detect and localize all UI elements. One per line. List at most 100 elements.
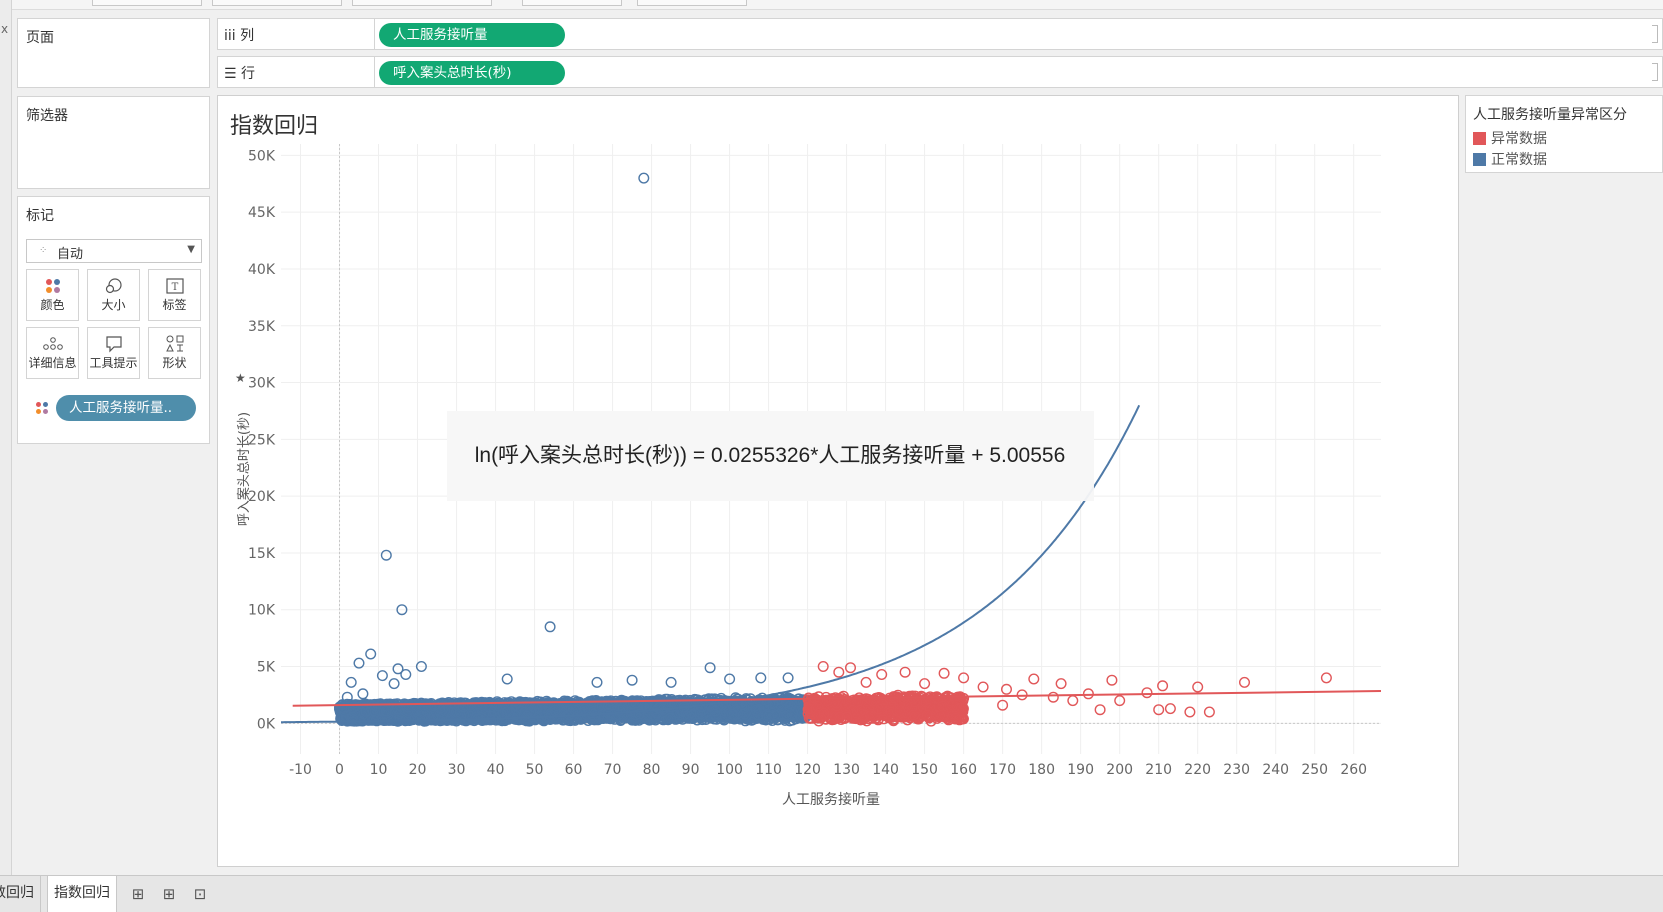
y-tick-label: 0K: [257, 716, 276, 732]
y-tick-label: 15K: [248, 546, 276, 562]
detail-button[interactable]: 详细信息: [26, 327, 79, 379]
x-tick-label: 120: [794, 762, 821, 778]
y-tick-label: 25K: [248, 432, 276, 448]
data-point[interactable]: [345, 676, 357, 688]
columns-pill[interactable]: 人工服务接听量: [379, 23, 565, 47]
x-tick-label: 160: [950, 762, 977, 778]
x-tick-label: 240: [1262, 762, 1289, 778]
x-tick-label: 100: [716, 762, 743, 778]
side-strip: x: [0, 0, 12, 875]
shelf-scroll-handle[interactable]: [1652, 63, 1658, 81]
list-icon: ☰: [224, 66, 237, 82]
detail-button-label: 详细信息: [28, 356, 77, 370]
data-point[interactable]: [591, 676, 603, 688]
data-point[interactable]: [376, 670, 388, 682]
data-point[interactable]: [665, 676, 677, 688]
shape-icon: [149, 328, 200, 354]
filters-card[interactable]: 筛选器: [17, 96, 210, 189]
label-button[interactable]: T 标签: [148, 269, 201, 321]
auto-mark-icon: ⁘: [39, 245, 48, 256]
shelf-scroll-handle[interactable]: [1652, 25, 1658, 43]
x-tick-label: 230: [1223, 762, 1250, 778]
toolbar-dropdown[interactable]: [522, 0, 622, 6]
data-point[interactable]: [638, 172, 650, 184]
rows-pill[interactable]: 呼入案头总时长(秒): [379, 61, 565, 85]
pages-card[interactable]: 页面: [17, 18, 210, 88]
x-tick-label: 130: [833, 762, 860, 778]
y-tick-label: 35K: [248, 319, 276, 335]
shape-button[interactable]: 形状: [148, 327, 201, 379]
toolbar-button[interactable]: [92, 0, 202, 6]
x-tick-label: 0: [335, 762, 344, 778]
shape-button-label: 形状: [162, 356, 187, 370]
size-button[interactable]: 大小: [87, 269, 140, 321]
data-point[interactable]: [704, 662, 716, 674]
x-tick-label: 110: [755, 762, 782, 778]
pages-title: 页面: [26, 30, 54, 46]
x-tick-label: 80: [643, 762, 661, 778]
mark-type-label: 自动: [57, 247, 84, 262]
columns-shelf-label: iii 列: [224, 28, 255, 44]
x-tick-label: 260: [1340, 762, 1367, 778]
columns-shelf[interactable]: iii 列 人工服务接听量: [217, 18, 1663, 50]
x-tick-label: 60: [565, 762, 583, 778]
mark-type-dropdown[interactable]: ⁘ 自动 ▼: [26, 239, 202, 263]
data-point[interactable]: [544, 621, 556, 633]
x-tick-label: 40: [487, 762, 505, 778]
x-tick-label: 70: [604, 762, 622, 778]
x-tick-label: 180: [1028, 762, 1055, 778]
pin-icon[interactable]: ★: [235, 371, 246, 385]
data-point[interactable]: [365, 648, 377, 660]
chart-panel: -10 0 10 20 30 40 50 60 70 80 90 100 110 120 130 140 150…: [217, 95, 1459, 867]
x-tick-label: 50: [526, 762, 544, 778]
y-axis-label: 呼入案头总时长(秒): [237, 412, 252, 526]
data-point[interactable]: [501, 673, 513, 685]
data-point[interactable]: [400, 669, 412, 681]
toolbar-strip: [12, 0, 1663, 10]
x-tick-label: 200: [1106, 762, 1133, 778]
data-point[interactable]: [755, 672, 767, 684]
x-tick-label: 210: [1145, 762, 1172, 778]
x-tick-label: 10: [370, 762, 388, 778]
toolbar-button[interactable]: [352, 0, 492, 6]
x-tick-label: 30: [448, 762, 466, 778]
tooltip-button[interactable]: 工具提示: [87, 327, 140, 379]
y-tick-label: 40K: [248, 262, 276, 278]
toolbar-button[interactable]: [212, 0, 342, 6]
data-point[interactable]: [782, 672, 794, 684]
close-icon[interactable]: x: [1, 22, 9, 36]
tooltip-button-label: 工具提示: [89, 356, 138, 370]
x-tick-label: 190: [1067, 762, 1094, 778]
scatter-chart[interactable]: -10 0 10 20 30 40 50 60 70 80 90 100 110 120 130 140 150…: [218, 96, 1460, 868]
x-tick-label: -10: [289, 762, 312, 778]
tooltip-icon: [88, 328, 139, 354]
data-point[interactable]: [380, 549, 392, 561]
x-tick-label: 150: [911, 762, 938, 778]
shelf-divider: [374, 57, 375, 87]
y-tick-label: 5K: [257, 660, 276, 676]
toolbar-button[interactable]: [637, 0, 747, 6]
color-field-pill[interactable]: 人工服务接听量..: [56, 395, 196, 421]
chevron-down-icon: ▼: [187, 244, 195, 255]
color-button-label: 颜色: [40, 298, 65, 312]
y-tick-label: 45K: [248, 205, 276, 221]
data-point[interactable]: [388, 678, 400, 690]
rows-shelf[interactable]: ☰ 行 呼入案头总时长(秒): [217, 56, 1663, 88]
shelf-divider: [374, 19, 375, 49]
x-tick-label: 170: [989, 762, 1016, 778]
rows-shelf-text: 行: [241, 66, 256, 82]
rows-shelf-label: ☰ 行: [224, 63, 364, 83]
y-tick-label: 10K: [248, 603, 276, 619]
color-button[interactable]: 颜色: [26, 269, 79, 321]
label-button-label: 标签: [162, 298, 187, 312]
x-axis-label: 人工服务接听量: [782, 791, 880, 808]
data-point[interactable]: [626, 674, 638, 686]
size-icon: [88, 270, 139, 296]
series-abnormal[interactable]: [802, 661, 1332, 727]
marks-card: 标记 ⁘ 自动 ▼ 颜色 大小 T 标签: [17, 196, 210, 444]
data-point[interactable]: [357, 688, 369, 700]
y-tick-label: 50K: [248, 148, 276, 164]
size-button-label: 大小: [101, 298, 126, 312]
y-tick-label: 30K: [248, 376, 276, 392]
